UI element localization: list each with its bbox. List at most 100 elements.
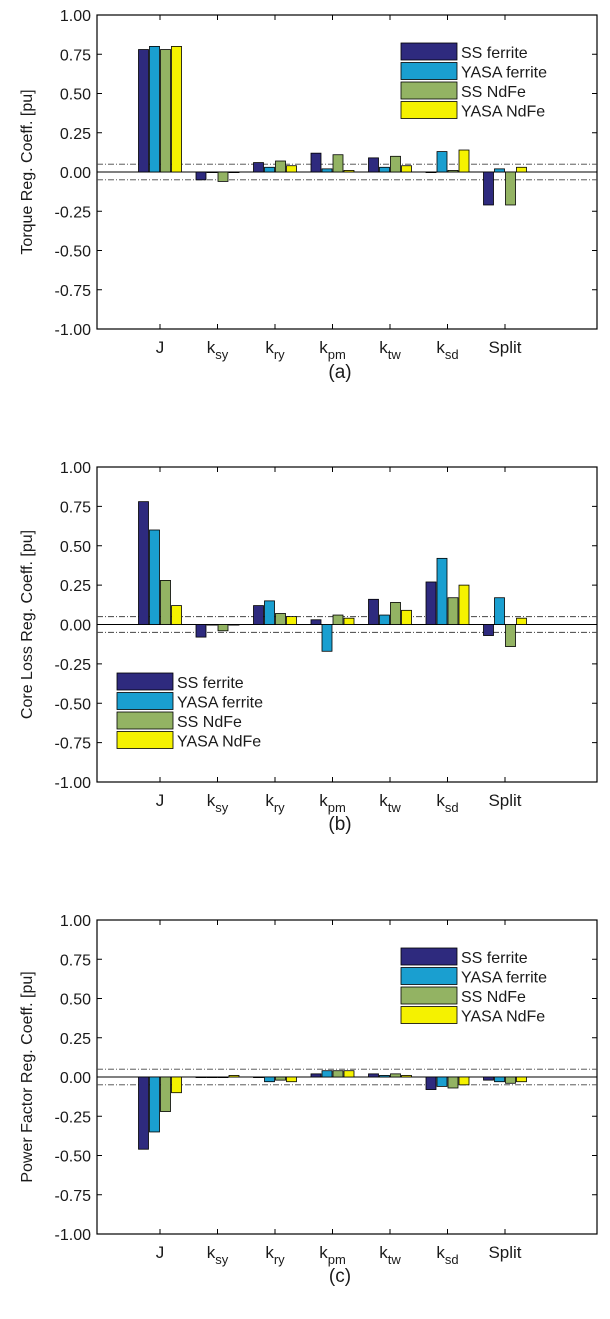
legend-label: YASA ferrite (177, 695, 263, 712)
legend-swatch (400, 101, 458, 119)
bar-yasa-ferrite-ksy (206, 624, 218, 626)
y-tick-label: -1.00 (55, 322, 92, 339)
bar-ss-ferrite-kpm (310, 1073, 322, 1078)
bar-ss-ndfe-kry (275, 613, 286, 625)
bar-yasa-ndfe-ksd (458, 1076, 470, 1086)
y-tick-label: 0.50 (60, 539, 91, 556)
y-axis-label: Power Factor Reg. Coeff. [pu] (19, 971, 36, 1182)
y-tick-label: 0.75 (60, 47, 91, 64)
panel-label: (c) (329, 1266, 351, 1287)
x-tick-label: kpm (319, 791, 346, 815)
bar-yasa-ferrite-ksd (436, 151, 448, 173)
x-tick-label: ktw (379, 338, 401, 362)
x-tick-label: ksy (207, 338, 229, 362)
x-tick-label: ktw (379, 1243, 401, 1267)
bar-yasa-ferrite-ktw (379, 1075, 390, 1078)
legend-label: SS ferrite (461, 950, 528, 967)
legend-swatch (116, 672, 174, 691)
bar-yasa-ferrite-split (494, 597, 505, 625)
bar-yasa-ndfe-ksy (228, 624, 240, 626)
bar-ss-ndfe-j (160, 49, 171, 173)
bar-yasa-ndfe-kry (286, 165, 297, 173)
x-tick-label: ksy (207, 1243, 229, 1267)
y-tick-label: -0.50 (55, 696, 92, 713)
bar-ss-ndfe-ksy (217, 1076, 229, 1079)
bar-ss-ndfe-kry (275, 1076, 286, 1081)
x-tick-label: J (156, 338, 165, 357)
bar-ss-ndfe-ksd (447, 1076, 459, 1089)
bar-ss-ferrite-kry (253, 1076, 264, 1079)
bar-yasa-ndfe-ksy (228, 171, 240, 174)
legend-label: SS ferrite (177, 675, 244, 692)
bar-yasa-ferrite-kry (264, 166, 275, 173)
legend-label: YASA ferrite (461, 65, 547, 82)
bar-ss-ndfe-ktw (390, 602, 401, 625)
y-axis-label: Torque Reg. Coeff. [pu] (19, 89, 36, 254)
x-tick-label: kry (265, 791, 285, 815)
bar-ss-ferrite-ksy (195, 171, 207, 181)
bar-ss-ndfe-kpm (332, 1070, 344, 1078)
bar-yasa-ndfe-kpm (343, 1070, 355, 1078)
bar-yasa-ndfe-ktw (401, 165, 412, 173)
legend-label: SS ferrite (461, 45, 528, 62)
bar-yasa-ndfe-kry (286, 1076, 297, 1083)
bar-ss-ferrite-kry (253, 162, 264, 173)
bar-ss-ferrite-split (483, 624, 494, 636)
bar-yasa-ndfe-ktw (401, 609, 412, 625)
bar-yasa-ferrite-j (149, 46, 160, 173)
chart-panel-1: 1.00 0.75 0.50 0.25 0.00 -0.25 -0.50 -0.75 -1.00… (19, 8, 598, 383)
legend-swatch (116, 711, 174, 730)
bar-ss-ferrite-j (138, 1076, 149, 1150)
bar-ss-ferrite-ksy (195, 624, 207, 638)
legend-swatch (400, 62, 458, 80)
bar-yasa-ndfe-ktw (401, 1075, 412, 1078)
y-tick-label: -0.75 (55, 283, 92, 300)
y-tick-label: -0.75 (55, 736, 92, 753)
bar-ss-ferrite-ksd (425, 581, 437, 625)
legend-label: YASA ferrite (461, 970, 547, 987)
bar-ss-ferrite-j (138, 501, 149, 625)
legend-swatch (400, 986, 458, 1005)
x-tick-label: Split (488, 338, 521, 357)
bar-yasa-ferrite-ksy (206, 171, 218, 174)
bar-ss-ndfe-split (505, 1076, 516, 1084)
bar-ss-ndfe-kry (275, 160, 286, 173)
legend-swatch (400, 947, 458, 966)
y-tick-label: -0.75 (55, 1188, 92, 1205)
bar-yasa-ferrite-split (494, 168, 505, 173)
legend-swatch (400, 967, 458, 985)
x-tick-label: ksd (436, 1243, 458, 1267)
legend-label: YASA NdFe (461, 1009, 545, 1026)
bar-ss-ndfe-ksy (217, 171, 229, 182)
bar-yasa-ferrite-ksy (206, 1076, 218, 1079)
bar-ss-ndfe-kpm (332, 154, 344, 173)
y-tick-label: 0.25 (60, 578, 91, 595)
bar-ss-ferrite-ksy (195, 1076, 207, 1079)
bar-ss-ndfe-ksd (447, 170, 459, 173)
bar-yasa-ndfe-j (171, 605, 182, 625)
legend-label: SS NdFe (461, 84, 526, 101)
bar-yasa-ferrite-j (149, 529, 160, 625)
x-tick-label: ksd (436, 791, 458, 815)
bar-ss-ndfe-ksy (217, 624, 229, 632)
x-tick-label: Split (488, 1243, 521, 1262)
bar-yasa-ndfe-split (516, 166, 527, 173)
legend-swatch (116, 692, 174, 710)
bar-ss-ferrite-kpm (310, 152, 322, 173)
bar-yasa-ferrite-kry (264, 600, 275, 625)
x-tick-label: ktw (379, 791, 401, 815)
bar-yasa-ndfe-split (516, 1076, 527, 1083)
bar-yasa-ndfe-kpm (343, 617, 355, 625)
chart-panel-2: 1.00 0.75 0.50 0.25 0.00 -0.25 -0.50 -0.75 -1.00… (19, 460, 598, 835)
bar-yasa-ndfe-split (516, 617, 527, 625)
bar-ss-ndfe-kpm (332, 614, 344, 625)
legend-swatch (400, 81, 458, 100)
bar-yasa-ndfe-ksd (458, 149, 470, 173)
bar-ss-ferrite-kry (253, 605, 264, 625)
bar-ss-ferrite-j (138, 49, 149, 173)
y-tick-label: 0.00 (60, 618, 91, 635)
bar-yasa-ferrite-kpm (321, 168, 333, 173)
legend-label: SS NdFe (177, 714, 242, 731)
y-tick-label: -0.50 (55, 244, 92, 261)
